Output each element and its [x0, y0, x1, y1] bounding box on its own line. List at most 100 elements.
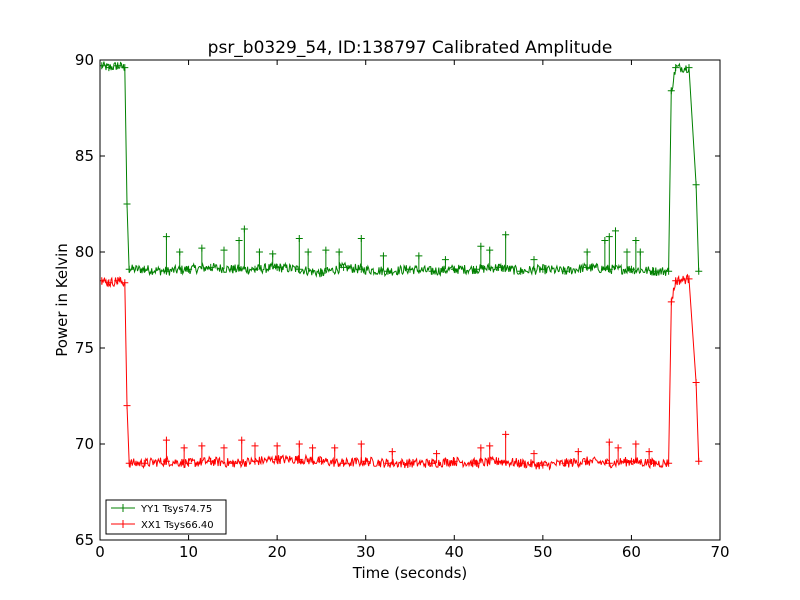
- legend-label-xx1: XX1 Tsys66.40: [141, 520, 214, 531]
- data-point: [406, 265, 414, 273]
- data-point: [672, 277, 680, 285]
- data-point: [384, 267, 392, 275]
- data-point: [685, 64, 693, 72]
- spike-marker: [502, 231, 510, 239]
- spike-marker: [295, 440, 303, 448]
- y-tick-label: 80: [75, 243, 94, 261]
- spike-marker: [162, 436, 170, 444]
- data-point: [692, 181, 700, 189]
- data-point: [121, 279, 129, 287]
- data-point: [229, 265, 237, 273]
- data-point: [650, 267, 658, 275]
- data-point: [125, 265, 133, 273]
- y-tick-label: 85: [75, 147, 94, 165]
- data-point: [384, 459, 392, 467]
- spike-marker: [238, 436, 246, 444]
- spike-marker: [198, 244, 206, 252]
- data-point: [317, 269, 325, 277]
- spike-marker: [269, 250, 277, 258]
- data-point: [406, 459, 414, 467]
- data-point: [665, 267, 673, 275]
- data-point: [185, 265, 193, 273]
- series-0: [100, 61, 703, 278]
- data-point: [627, 457, 635, 465]
- data-point: [627, 265, 635, 273]
- legend-marker-xx1: [119, 520, 127, 528]
- spike-marker: [255, 248, 263, 256]
- spike-marker: [486, 442, 494, 450]
- legend-marker-yy1: [119, 504, 127, 512]
- spike-marker: [220, 444, 228, 452]
- spike-marker: [295, 235, 303, 243]
- data-point: [472, 265, 480, 273]
- spike-marker: [623, 248, 631, 256]
- chart-title: psr_b0329_54, ID:138797 Calibrated Ampli…: [208, 38, 613, 58]
- y-tick-label: 65: [75, 531, 94, 549]
- spike-marker: [645, 448, 653, 456]
- spike-marker: [636, 248, 644, 256]
- data-point: [105, 64, 113, 72]
- spike-marker: [605, 438, 613, 446]
- spike-marker: [357, 440, 365, 448]
- spike-marker: [415, 252, 423, 260]
- plot-area: [100, 61, 703, 471]
- data-point: [251, 265, 259, 273]
- spike-marker: [574, 448, 582, 456]
- spike-marker: [162, 233, 170, 241]
- data-point: [229, 459, 237, 467]
- spike-marker: [530, 256, 538, 264]
- data-point: [207, 263, 215, 271]
- spike-marker: [220, 246, 228, 254]
- spike-marker: [309, 444, 317, 452]
- data-point: [517, 267, 525, 275]
- spike-marker: [632, 236, 640, 244]
- spike-marker: [486, 246, 494, 254]
- data-point: [539, 265, 547, 273]
- spike-marker: [502, 430, 510, 438]
- spike-marker: [304, 248, 312, 256]
- data-point: [472, 459, 480, 467]
- spike-marker: [251, 442, 259, 450]
- spike-marker: [611, 227, 619, 235]
- data-point: [428, 459, 436, 467]
- data-point: [100, 277, 106, 285]
- data-point: [692, 379, 700, 387]
- y-tick-label: 70: [75, 435, 94, 453]
- data-point: [140, 265, 148, 273]
- data-point: [695, 267, 703, 275]
- data-point: [665, 459, 673, 467]
- data-point: [121, 64, 129, 72]
- data-point: [695, 457, 703, 465]
- spike-marker: [240, 225, 248, 233]
- spike-marker: [335, 248, 343, 256]
- spike-marker: [477, 444, 485, 452]
- spike-marker: [614, 444, 622, 452]
- data-point: [100, 62, 106, 70]
- y-tick-label: 90: [75, 51, 94, 69]
- spike-marker: [441, 256, 449, 264]
- data-point: [428, 267, 436, 275]
- data-point: [123, 200, 131, 208]
- series-1: [100, 273, 703, 471]
- data-point: [561, 459, 569, 467]
- data-point: [140, 459, 148, 467]
- spike-marker: [176, 248, 184, 256]
- data-point: [539, 461, 547, 469]
- x-tick-label: 40: [445, 543, 464, 561]
- x-tick-label: 60: [622, 543, 641, 561]
- data-point: [317, 457, 325, 465]
- data-point: [517, 459, 525, 467]
- data-point: [672, 64, 680, 72]
- data-point: [105, 279, 113, 287]
- data-point: [450, 457, 458, 465]
- spike-marker: [198, 442, 206, 450]
- data-point: [667, 87, 675, 95]
- spike-marker: [322, 246, 330, 254]
- y-axis-label: Power in Kelvin: [53, 243, 71, 357]
- x-axis-label: Time (seconds): [352, 564, 468, 582]
- data-point: [362, 457, 370, 465]
- data-point: [340, 263, 348, 271]
- spike-marker: [357, 235, 365, 243]
- x-tick-label: 10: [179, 543, 198, 561]
- legend-label-yy1: YY1 Tsys74.75: [140, 504, 212, 515]
